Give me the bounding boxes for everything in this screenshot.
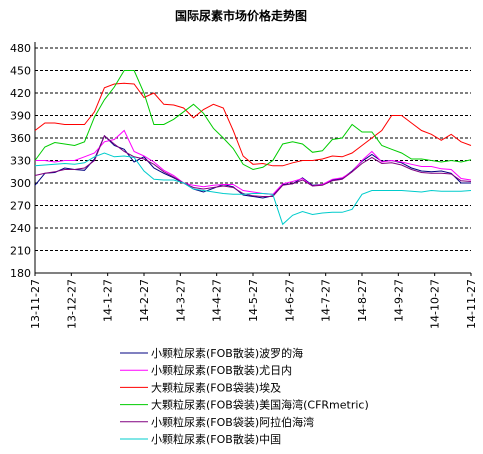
x-tick-label: 14-1-27 bbox=[102, 279, 115, 322]
y-tick-label: 270 bbox=[10, 200, 31, 213]
legend-label: 小颗粒尿素(FOB散装)尤日内 bbox=[151, 363, 292, 377]
legend-label: 小颗粒尿素(FOB散装)波罗的海 bbox=[151, 346, 303, 360]
y-axis-ticks: 180 210 240 270 300 330 360 390 420 450 480 bbox=[10, 42, 31, 280]
y-tick-label: 300 bbox=[10, 177, 31, 190]
y-tick-label: 390 bbox=[10, 110, 31, 123]
x-tick-label: 14-2-27 bbox=[138, 279, 151, 322]
x-tick-label: 14-8-27 bbox=[356, 279, 369, 322]
series-line-6 bbox=[34, 152, 472, 226]
series-lines bbox=[34, 70, 472, 226]
series-line-2 bbox=[35, 129, 472, 195]
legend: 小颗粒尿素(FOB散装)波罗的海小颗粒尿素(FOB散装)尤日内大颗粒尿素(FOB… bbox=[120, 346, 369, 446]
legend-item: 小颗粒尿素(FOB袋装)阿拉伯海湾 bbox=[120, 415, 314, 429]
series-line-4 bbox=[34, 70, 472, 171]
x-axis-ticks: 13-11-27 13-12-27 14-1-27 14-2-27 14-3-27 14-… bbox=[29, 273, 478, 329]
x-tick-label: 14-11-27 bbox=[465, 279, 478, 329]
x-tick-label: 14-6-27 bbox=[283, 279, 296, 322]
y-tick-label: 480 bbox=[10, 42, 31, 55]
y-tick-label: 330 bbox=[10, 155, 31, 168]
series-line-5 bbox=[34, 134, 472, 197]
legend-item: 小颗粒尿素(FOB散装)波罗的海 bbox=[120, 346, 303, 360]
grid-lines bbox=[35, 47, 471, 251]
legend-item: 小颗粒尿素(FOB散装)尤日内 bbox=[120, 363, 292, 377]
y-tick-label: 180 bbox=[10, 267, 31, 280]
legend-item: 小颗粒尿素(FOB散装)中国 bbox=[120, 432, 281, 446]
legend-label: 小颗粒尿素(FOB袋装)阿拉伯海湾 bbox=[151, 415, 314, 429]
series-line-3 bbox=[34, 82, 472, 167]
x-tick-label: 14-4-27 bbox=[211, 279, 224, 322]
x-tick-label: 14-5-27 bbox=[247, 279, 260, 322]
y-tick-label: 450 bbox=[10, 65, 31, 78]
legend-item: 大颗粒尿素(FOB袋装)埃及 bbox=[120, 380, 281, 394]
chart-title: 国际尿素市场价格走势图 bbox=[175, 8, 307, 23]
x-tick-label: 14-9-27 bbox=[392, 279, 405, 322]
y-tick-label: 420 bbox=[10, 87, 31, 100]
legend-item: 大颗粒尿素(FOB袋装)美国海湾(CFRmetric) bbox=[120, 398, 369, 412]
y-tick-label: 360 bbox=[10, 132, 31, 145]
x-tick-label: 14-7-27 bbox=[320, 279, 333, 322]
legend-label: 大颗粒尿素(FOB袋装)美国海湾(CFRmetric) bbox=[151, 398, 369, 412]
x-tick-label: 13-11-27 bbox=[29, 279, 42, 329]
x-tick-label: 13-12-27 bbox=[65, 279, 78, 329]
axes bbox=[34, 42, 471, 274]
legend-label: 小颗粒尿素(FOB散装)中国 bbox=[151, 432, 281, 446]
x-tick-label: 14-3-27 bbox=[174, 279, 187, 322]
x-tick-label: 14-10-27 bbox=[429, 279, 442, 329]
y-tick-label: 240 bbox=[10, 222, 31, 235]
y-tick-label: 210 bbox=[10, 245, 31, 258]
legend-label: 大颗粒尿素(FOB袋装)埃及 bbox=[151, 380, 281, 394]
